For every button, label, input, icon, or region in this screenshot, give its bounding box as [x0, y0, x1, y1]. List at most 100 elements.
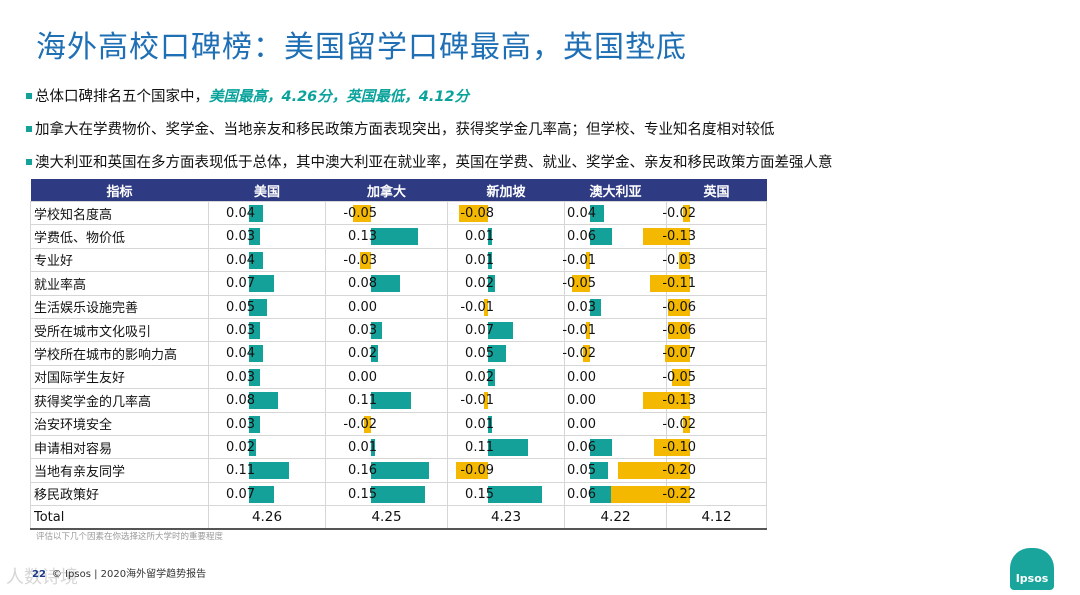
- table-row: 学校知名度高 0.04 -0.05 -0.08 0.04 -0.02: [30, 200, 767, 226]
- positive-bar: [371, 275, 400, 293]
- value-cell: -0.05: [662, 364, 767, 390]
- value-label: 0.05: [567, 463, 596, 479]
- negative-bar: [484, 392, 488, 410]
- value-label: 0.11: [348, 393, 377, 409]
- value-cell: 0.03: [208, 364, 326, 390]
- value-label: 0.00: [567, 393, 596, 409]
- bullet-square-icon: [26, 126, 32, 132]
- value-label: -0.22: [662, 486, 696, 502]
- value-label: 0.06: [567, 229, 596, 245]
- row-label: 获得奖学金的几率高: [30, 388, 209, 413]
- negative-bar: [643, 392, 690, 410]
- positive-bar: [488, 228, 492, 246]
- value-cell: -0.02: [662, 411, 767, 436]
- value-label: -0.20: [662, 463, 696, 479]
- header-indicator: 指标: [30, 179, 209, 202]
- value-label: -0.08: [460, 206, 494, 221]
- value-label: -0.06: [662, 299, 696, 315]
- value-label: 0.01: [465, 252, 494, 268]
- value-cell: 0.04: [208, 247, 326, 273]
- value-label: -0.09: [460, 463, 494, 479]
- positive-bar: [249, 415, 260, 433]
- value-cell: 0.16: [325, 458, 448, 483]
- row-label: 学费低、物价低: [30, 224, 209, 249]
- total-row: Total 4.26 4.25 4.23 4.22 4.12: [30, 505, 767, 531]
- value-label: 0.08: [226, 393, 255, 409]
- value-cell: -0.01: [562, 247, 667, 273]
- value-label: 0.04: [226, 346, 255, 362]
- value-label: 0.00: [348, 299, 377, 315]
- negative-bar: [665, 345, 690, 363]
- positive-bar: [249, 321, 260, 339]
- value-cell: 0.07: [208, 271, 326, 296]
- value-label: -0.02: [343, 416, 377, 432]
- negative-bar: [459, 205, 488, 222]
- negative-bar: [683, 415, 690, 433]
- value-cell: 0.03: [564, 294, 667, 319]
- value-cell: 0.03: [325, 317, 448, 343]
- value-label: -0.01: [460, 299, 494, 315]
- value-label: -0.13: [662, 393, 696, 409]
- bullet-highlight: 美国最高，4.26分，英国最低，4.12分: [209, 89, 470, 105]
- value-cell: 0.00: [564, 364, 667, 390]
- positive-bar: [488, 438, 528, 456]
- positive-bar: [249, 438, 256, 456]
- value-cell: 0.05: [447, 341, 565, 366]
- logo-text: Ipsos: [1015, 572, 1049, 585]
- ratings-table: 指标 美国 加拿大 新加坡 澳大利亚 英国 学校知名度高 0.04 -0.05 -0.…: [30, 179, 767, 531]
- footnote: 评估以下几个因素在你选择这所大学时的重要程度: [36, 532, 224, 542]
- positive-bar: [488, 345, 506, 363]
- value-cell: 0.11: [447, 434, 565, 460]
- value-label: 0.02: [465, 369, 494, 385]
- table-row: 当地有亲友同学 0.11 0.16 -0.09 0.05 -0.20: [30, 458, 767, 483]
- positive-bar: [590, 462, 608, 480]
- table-header-row: 指标 美国 加拿大 新加坡 澳大利亚 英国: [30, 179, 767, 202]
- value-label: -0.03: [343, 252, 377, 268]
- value-cell: 0.07: [447, 317, 565, 343]
- value-label: 0.07: [226, 276, 255, 292]
- header-country: 美国: [208, 179, 326, 202]
- value-cell: 0.03: [208, 411, 326, 436]
- value-cell: 0.11: [325, 388, 448, 413]
- value-cell: 0.01: [447, 247, 565, 273]
- value-label: 0.00: [567, 369, 596, 385]
- value-label: 0.13: [348, 229, 377, 245]
- source-line: 22 © Ipsos | 2020海外留学趋势报告: [32, 565, 206, 580]
- value-label: -0.05: [562, 276, 596, 292]
- header-country: 新加坡: [447, 179, 565, 202]
- value-label: 0.03: [348, 322, 377, 338]
- value-label: 0.00: [348, 369, 377, 385]
- total-value: 4.22: [564, 505, 667, 531]
- value-cell: -0.02: [325, 411, 448, 436]
- value-cell: -0.05: [325, 200, 448, 226]
- value-cell: 0.15: [447, 481, 565, 507]
- value-label: 0.11: [226, 463, 255, 479]
- value-label: -0.02: [562, 346, 596, 362]
- value-cell: -0.01: [562, 317, 667, 343]
- negative-bar: [586, 251, 590, 269]
- value-label: 0.04: [226, 252, 255, 268]
- value-label: 0.08: [348, 276, 377, 292]
- value-label: -0.05: [343, 206, 377, 221]
- negative-bar: [650, 275, 690, 293]
- value-label: 0.05: [226, 299, 255, 315]
- total-label: Total: [30, 505, 209, 531]
- table-row: 治安环境安全 0.03 -0.02 0.01 0.00 -0.02: [30, 411, 767, 436]
- bullet-text: 澳大利亚和英国在多方面表现低于总体，其中澳大利亚在就业率，英国在学费、就业、奖学…: [35, 155, 833, 171]
- negative-bar: [679, 251, 690, 269]
- value-cell: 0.00: [325, 294, 448, 319]
- value-cell: 0.02: [447, 271, 565, 296]
- negative-bar: [360, 251, 371, 269]
- value-cell: 0.04: [208, 200, 326, 226]
- negative-bar: [618, 462, 690, 480]
- table-row: 对国际学生友好 0.03 0.00 0.02 0.00 -0.05: [30, 364, 767, 390]
- value-cell: 0.04: [208, 341, 326, 366]
- table-row: 学校所在城市的影响力高 0.04 0.02 0.05 -0.02 -0.07: [30, 341, 767, 366]
- header-country: 英国: [666, 179, 767, 202]
- value-cell: -0.03: [325, 247, 448, 273]
- positive-bar: [249, 368, 260, 386]
- value-cell: 0.02: [447, 364, 565, 390]
- bullet-item: 澳大利亚和英国在多方面表现低于总体，其中澳大利亚在就业率，英国在学费、就业、奖学…: [26, 152, 833, 185]
- value-label: 0.03: [226, 369, 255, 385]
- value-label: 0.03: [226, 416, 255, 432]
